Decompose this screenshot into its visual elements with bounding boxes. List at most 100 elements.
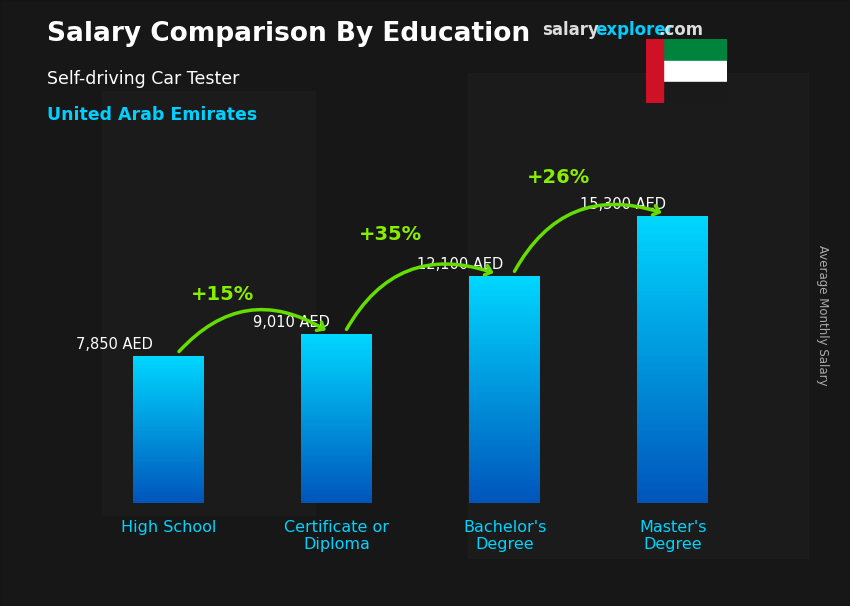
Bar	[469, 398, 540, 401]
Bar	[469, 500, 540, 503]
Bar	[638, 442, 708, 445]
Bar	[133, 425, 204, 427]
Bar	[302, 494, 372, 497]
Bar	[302, 499, 372, 501]
Bar	[133, 444, 204, 446]
Bar	[638, 270, 708, 273]
Bar	[469, 409, 540, 412]
Bar	[302, 412, 372, 414]
Bar	[638, 449, 708, 453]
Bar	[638, 363, 708, 367]
Bar	[469, 335, 540, 338]
Bar	[133, 446, 204, 448]
Bar	[638, 464, 708, 467]
Bar	[302, 463, 372, 465]
Text: 7,850 AED: 7,850 AED	[76, 337, 153, 351]
Bar	[664, 61, 727, 82]
Bar	[638, 367, 708, 370]
Bar	[638, 467, 708, 471]
Bar	[469, 446, 540, 449]
Bar	[469, 494, 540, 498]
Bar	[638, 320, 708, 324]
Bar	[469, 461, 540, 463]
Bar	[469, 324, 540, 327]
Bar	[302, 348, 372, 351]
Bar	[302, 435, 372, 438]
Bar	[133, 395, 204, 396]
Bar	[638, 287, 708, 291]
Bar	[469, 387, 540, 389]
Bar	[302, 405, 372, 408]
Bar	[133, 379, 204, 381]
Bar	[302, 467, 372, 469]
Bar	[133, 356, 204, 358]
Bar	[133, 422, 204, 424]
Bar	[302, 387, 372, 388]
Text: Salary Comparison By Education: Salary Comparison By Education	[47, 21, 530, 47]
Bar	[469, 381, 540, 384]
Bar	[302, 444, 372, 446]
Bar	[133, 498, 204, 499]
Bar	[302, 401, 372, 404]
Bar	[638, 413, 708, 417]
Bar	[469, 435, 540, 438]
Bar	[469, 290, 540, 293]
Bar	[469, 316, 540, 318]
Bar	[302, 439, 372, 442]
Bar	[638, 309, 708, 313]
Bar	[133, 450, 204, 451]
Bar	[638, 438, 708, 442]
Bar	[302, 364, 372, 365]
Bar	[469, 301, 540, 304]
Bar	[469, 474, 540, 478]
Bar	[638, 391, 708, 395]
Bar	[638, 266, 708, 270]
Bar	[302, 410, 372, 412]
Bar	[638, 259, 708, 262]
Bar	[469, 355, 540, 358]
Bar	[302, 353, 372, 355]
Bar	[469, 341, 540, 344]
Bar	[133, 496, 204, 498]
Bar	[302, 355, 372, 357]
Bar	[133, 501, 204, 503]
Bar	[638, 324, 708, 327]
Bar	[133, 499, 204, 501]
Bar	[638, 316, 708, 320]
Bar	[302, 334, 372, 336]
Bar	[302, 418, 372, 421]
Bar	[302, 359, 372, 361]
Bar	[638, 402, 708, 406]
Bar	[638, 341, 708, 345]
Bar	[133, 390, 204, 392]
Bar	[638, 431, 708, 435]
Bar	[302, 442, 372, 444]
Bar	[302, 480, 372, 482]
Text: Average Monthly Salary: Average Monthly Salary	[816, 245, 829, 385]
Bar	[638, 302, 708, 305]
Bar	[302, 416, 372, 418]
Bar	[469, 404, 540, 407]
Bar	[469, 313, 540, 316]
Bar	[302, 425, 372, 427]
Bar	[638, 485, 708, 488]
Bar	[469, 471, 540, 474]
Bar	[302, 382, 372, 384]
Bar	[133, 481, 204, 483]
Bar	[302, 347, 372, 348]
Bar	[133, 404, 204, 405]
Bar	[638, 226, 708, 230]
Bar	[133, 477, 204, 479]
Bar	[302, 361, 372, 364]
Bar	[638, 284, 708, 287]
Bar	[469, 415, 540, 418]
Bar	[302, 429, 372, 431]
Bar	[469, 338, 540, 341]
Bar	[638, 280, 708, 284]
Bar	[469, 463, 540, 466]
Bar	[133, 367, 204, 368]
Bar	[469, 432, 540, 435]
Bar	[469, 392, 540, 395]
Text: 9,010 AED: 9,010 AED	[252, 315, 330, 330]
Bar	[133, 381, 204, 383]
